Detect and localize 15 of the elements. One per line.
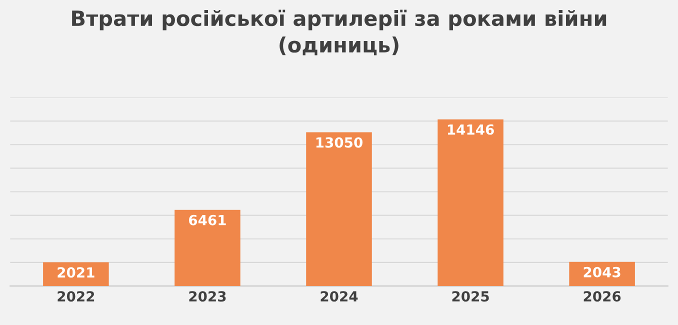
bar [174,210,240,286]
data-label: 6461 [189,214,226,226]
chart-title: Втрати російської артилерії за роками війни (одиниць) [72,10,606,56]
data-label: 13050 [316,137,362,148]
x-tick-label: 2024 [320,291,358,302]
x-tick-label: 2026 [584,291,621,302]
x-tick-label: 2025 [452,291,489,302]
bar [306,132,372,286]
data-label: 14146 [448,124,494,135]
data-label: 2043 [584,266,620,278]
bar [43,262,109,286]
x-tick-label: 2022 [58,291,94,302]
bar [438,119,504,286]
data-label: 2021 [58,267,94,278]
x-tick-label: 2023 [189,291,226,302]
